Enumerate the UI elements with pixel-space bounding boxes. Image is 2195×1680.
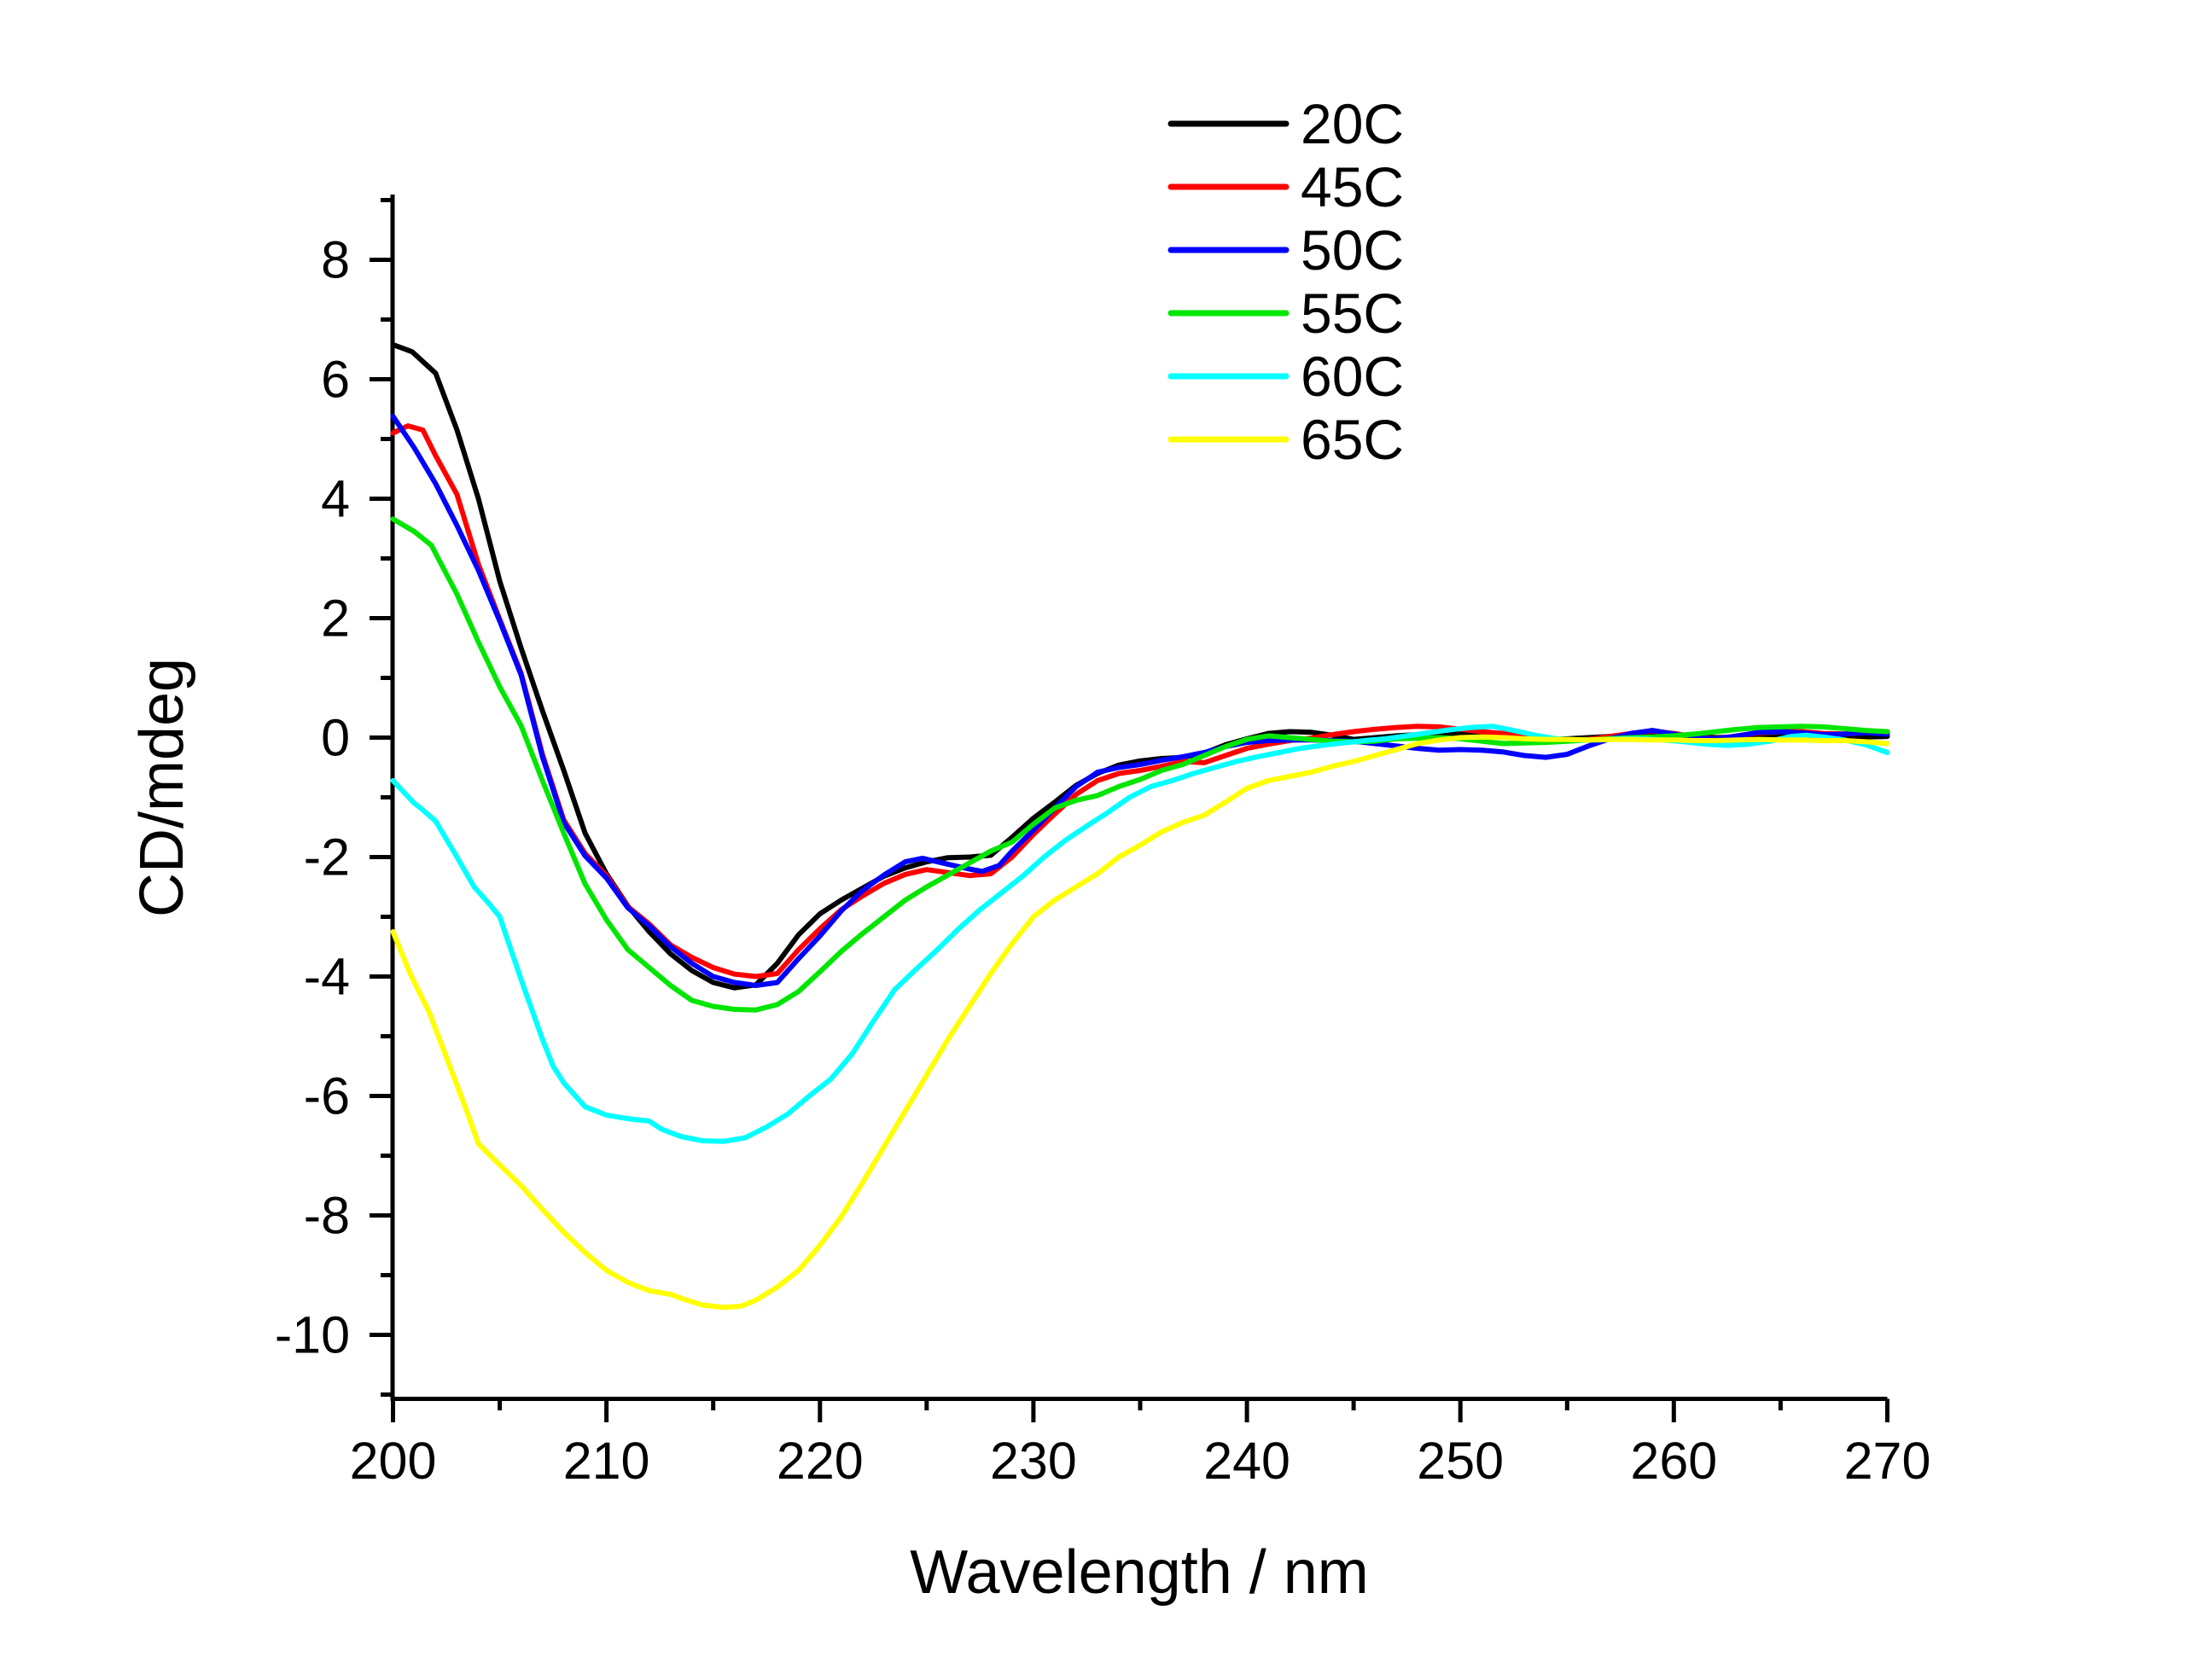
svg-text:45C: 45C (1301, 155, 1404, 218)
svg-text:250: 250 (1417, 1432, 1504, 1490)
svg-text:260: 260 (1630, 1432, 1717, 1490)
svg-text:-4: -4 (304, 948, 350, 1006)
svg-text:240: 240 (1203, 1432, 1290, 1490)
svg-text:65C: 65C (1301, 408, 1404, 471)
svg-text:60C: 60C (1301, 345, 1404, 408)
svg-text:20C: 20C (1301, 92, 1404, 155)
svg-text:-6: -6 (304, 1067, 350, 1125)
svg-text:4: 4 (321, 470, 350, 528)
svg-text:6: 6 (321, 351, 350, 409)
svg-text:50C: 50C (1301, 218, 1404, 282)
svg-text:230: 230 (990, 1432, 1077, 1490)
svg-text:-10: -10 (275, 1306, 350, 1364)
svg-text:210: 210 (563, 1432, 650, 1490)
svg-text:Wavelength / nm: Wavelength / nm (910, 1538, 1369, 1607)
svg-text:-8: -8 (304, 1187, 350, 1245)
svg-text:55C: 55C (1301, 282, 1404, 345)
svg-text:CD/mdeg: CD/mdeg (128, 658, 196, 917)
svg-text:8: 8 (321, 231, 350, 289)
svg-text:220: 220 (777, 1432, 864, 1490)
svg-text:270: 270 (1844, 1432, 1931, 1490)
svg-text:0: 0 (321, 709, 350, 767)
svg-text:-2: -2 (304, 828, 350, 887)
svg-text:200: 200 (350, 1432, 437, 1490)
svg-text:2: 2 (321, 590, 350, 648)
